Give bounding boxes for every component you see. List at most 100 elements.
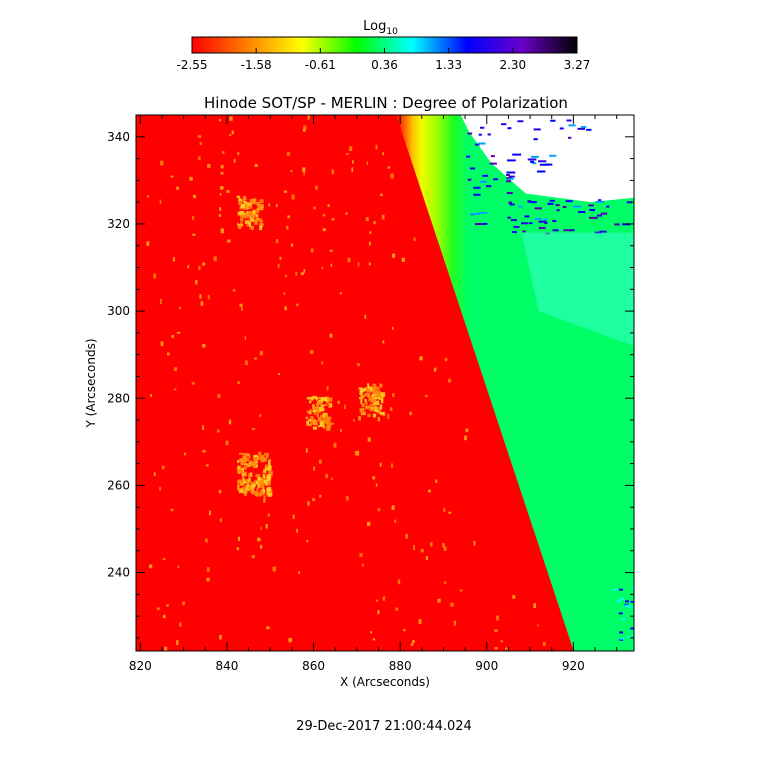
edge-pixel — [538, 227, 546, 230]
edge-pixel — [630, 600, 634, 603]
edge-pixel — [506, 180, 512, 183]
edge-pixel — [621, 618, 626, 621]
edge-pixel — [626, 201, 632, 204]
colorbar-tick-label: -2.55 — [176, 58, 207, 72]
colorbar-ticks: -2.55 -1.58 -0.61 0.36 1.33 2.30 3.27 — [176, 48, 590, 72]
edge-pixel — [479, 126, 485, 129]
edge-pixel — [530, 160, 534, 163]
edge-pixel — [577, 127, 586, 130]
timestamp: 29-Dec-2017 21:00:44.024 — [296, 719, 472, 734]
colorbar-tick-label: 1.33 — [435, 58, 462, 72]
colorbar: Log10 -2.55 -1.58 -0.61 0.36 1.33 2.30 3.27 — [176, 19, 590, 72]
edge-pixel — [616, 600, 621, 603]
edge-pixel — [521, 222, 529, 225]
edge-pixel — [490, 155, 495, 158]
edge-pixel — [509, 203, 515, 206]
edge-pixel — [550, 119, 556, 122]
edge-pixel — [478, 133, 482, 136]
edge-pixel — [580, 126, 587, 129]
edge-pixel — [568, 124, 576, 127]
edge-pixel — [466, 155, 471, 158]
edge-pixel — [534, 218, 543, 221]
y-axis-label: Y (Arcseconds) — [84, 338, 98, 428]
edge-pixel — [569, 229, 575, 232]
edge-pixel — [493, 178, 499, 181]
bright-patch — [358, 383, 386, 418]
missing-data-edge — [466, 119, 634, 641]
edge-pixel — [565, 200, 573, 203]
edge-pixel — [522, 230, 526, 233]
edge-pixel — [477, 142, 486, 145]
edge-pixel — [528, 201, 537, 204]
edge-pixel — [562, 205, 567, 208]
edge-pixel — [588, 216, 598, 219]
edge-pixel — [481, 180, 487, 183]
edge-pixel — [507, 216, 511, 219]
edge-pixel — [538, 220, 547, 223]
colorbar-tick-label: 3.27 — [564, 58, 591, 72]
edge-pixel — [508, 175, 515, 178]
edge-pixel — [597, 199, 602, 202]
plot-frame — [135, 114, 635, 652]
y-tick-label: 280 — [107, 391, 130, 405]
edge-pixel — [547, 202, 554, 205]
edge-pixel — [506, 171, 516, 174]
edge-pixel — [563, 229, 571, 232]
edge-pixel — [549, 199, 555, 202]
edge-pixel — [527, 200, 532, 203]
edge-pixel — [507, 159, 516, 162]
y-tick-label: 340 — [107, 130, 130, 144]
edge-pixel — [533, 138, 538, 141]
bright-patches — [146, 115, 546, 651]
edge-pixel — [467, 178, 472, 181]
x-tick-label: 920 — [562, 659, 585, 673]
edge-pixel — [533, 128, 541, 131]
edge-pixel — [619, 638, 624, 641]
cyan-region — [521, 232, 634, 346]
edge-pixel — [618, 612, 623, 615]
edge-pixel — [534, 207, 542, 210]
edge-pixel — [512, 153, 522, 156]
edge-pixel — [510, 219, 517, 222]
edge-pixel — [527, 158, 537, 161]
edge-pixel — [586, 128, 592, 131]
edge-pixel — [487, 133, 491, 136]
edge-pixel — [528, 222, 533, 225]
edge-pixel — [556, 209, 560, 212]
edge-pixel — [485, 185, 492, 188]
edge-pixel — [501, 123, 507, 126]
edge-pixel — [595, 200, 605, 203]
edge-pixel — [619, 631, 624, 634]
edge-pixel — [555, 204, 560, 207]
y-tick-label: 240 — [107, 566, 130, 580]
edge-pixel — [627, 606, 632, 609]
edge-pixel — [596, 214, 602, 217]
edge-pixel — [624, 603, 629, 606]
edge-pixel — [482, 174, 489, 177]
chart-title: Hinode SOT/SP - MERLIN : Degree of Polar… — [204, 94, 568, 112]
edge-pixel — [624, 600, 629, 603]
y-axis: 240 260 280 300 320 340 — [107, 114, 634, 639]
edge-pixel — [518, 205, 523, 208]
edge-pixel — [505, 173, 510, 176]
y-tick-label: 260 — [107, 478, 130, 492]
edge-pixel — [474, 143, 480, 146]
bright-patch — [306, 395, 334, 431]
edge-pixel — [482, 222, 488, 225]
x-tick-label: 840 — [215, 659, 238, 673]
edge-pixel — [539, 163, 549, 166]
x-axis: 820 840 860 880 900 920 — [129, 115, 618, 673]
edge-pixel — [543, 218, 548, 221]
edge-pixel — [600, 212, 608, 215]
edge-pixel — [626, 635, 631, 638]
edge-pixel — [474, 223, 483, 226]
edge-pixel — [614, 223, 620, 226]
edge-pixel — [538, 160, 547, 163]
edge-pixel — [524, 215, 530, 218]
edge-pixel — [509, 177, 514, 180]
edge-pixel — [471, 212, 480, 215]
bright-patch — [236, 195, 264, 231]
edge-pixel — [506, 192, 513, 195]
edge-pixel — [478, 211, 488, 214]
